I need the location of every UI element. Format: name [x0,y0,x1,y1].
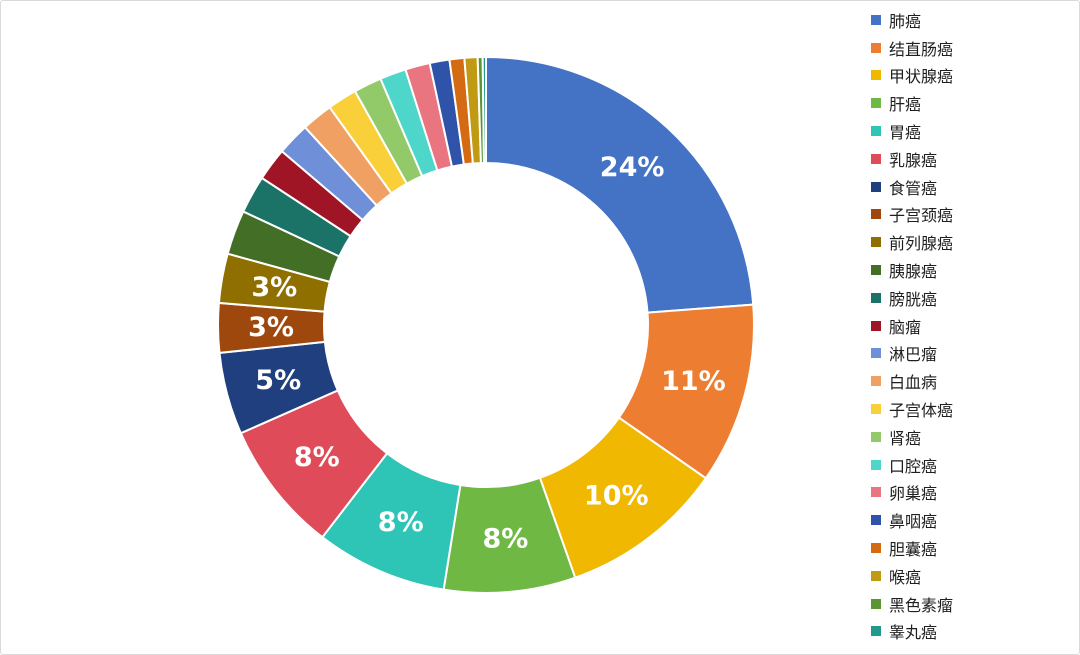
legend-item: 胆囊癌 [871,534,1071,562]
legend-label: 口腔癌 [889,456,938,476]
legend-swatch [871,181,881,192]
legend-label: 食管癌 [889,178,938,198]
slice-data-label: 8% [482,524,528,555]
legend-swatch [871,376,881,387]
legend-item: 鼻咽癌 [871,506,1071,534]
legend-label: 肝癌 [889,95,922,115]
legend-swatch [871,42,881,53]
legend-swatch [871,404,881,415]
legend-label: 甲状腺癌 [889,67,954,87]
legend-swatch [871,626,881,637]
legend-item: 肝癌 [871,89,1071,117]
slice-data-label: 3% [248,312,294,343]
legend-item: 肺癌 [871,6,1071,34]
slice-data-label: 3% [251,272,297,303]
legend-swatch [871,459,881,470]
legend-label: 胃癌 [889,123,922,143]
slice-data-label: 11% [661,366,726,397]
legend-swatch [871,543,881,554]
legend-swatch [871,570,881,581]
legend-item: 淋巴瘤 [871,340,1071,368]
legend: 肺癌结直肠癌甲状腺癌肝癌胃癌乳腺癌食管癌子宫颈癌前列腺癌胰腺癌膀胱癌脑瘤淋巴瘤白… [871,6,1071,645]
slice-data-label: 24% [600,152,665,183]
legend-item: 子宫颈癌 [871,201,1071,229]
legend-label: 卵巢癌 [889,484,938,504]
legend-item: 口腔癌 [871,451,1071,479]
legend-label: 膀胱癌 [889,289,938,309]
legend-item: 胰腺癌 [871,256,1071,284]
legend-swatch [871,126,881,137]
slice-data-label: 10% [584,481,649,512]
legend-item: 脑瘤 [871,312,1071,340]
legend-label: 前列腺癌 [889,234,954,254]
legend-label: 鼻咽癌 [889,512,938,532]
legend-swatch [871,70,881,81]
legend-swatch [871,237,881,248]
legend-item: 膀胱癌 [871,284,1071,312]
legend-swatch [871,14,881,25]
legend-label: 子宫颈癌 [889,206,954,226]
data-labels: 24% 11% 10% 8% 8% 8% 5% 3% 3% [248,152,726,555]
legend-label: 结直肠癌 [889,39,954,59]
legend-swatch [871,292,881,303]
slice-data-label: 5% [255,365,301,396]
legend-label: 乳腺癌 [889,150,938,170]
donut-slice [485,55,755,314]
legend-item: 卵巢癌 [871,479,1071,507]
legend-item: 甲状腺癌 [871,62,1071,90]
legend-label: 胰腺癌 [889,262,938,282]
legend-label: 肾癌 [889,428,922,448]
legend-label: 喉癌 [889,567,922,587]
legend-label: 白血病 [889,373,938,393]
legend-label: 脑瘤 [889,317,922,337]
legend-label: 淋巴瘤 [889,345,938,365]
legend-item: 前列腺癌 [871,228,1071,256]
legend-item: 白血病 [871,367,1071,395]
legend-swatch [871,98,881,109]
legend-label: 子宫体癌 [889,401,954,421]
legend-item: 乳腺癌 [871,145,1071,173]
legend-swatch [871,348,881,359]
legend-item: 结直肠癌 [871,34,1071,62]
legend-label: 胆囊癌 [889,540,938,560]
legend-swatch [871,598,881,609]
legend-swatch [871,209,881,220]
legend-swatch [871,153,881,164]
legend-label: 黑色素瘤 [889,595,954,615]
slice-data-label: 8% [378,507,424,538]
legend-swatch [871,265,881,276]
legend-item: 胃癌 [871,117,1071,145]
slice-data-label: 8% [294,442,340,473]
legend-swatch [871,320,881,331]
legend-item: 睾丸癌 [871,618,1071,646]
legend-item: 子宫体癌 [871,395,1071,423]
legend-swatch [871,515,881,526]
legend-swatch [871,487,881,498]
donut-slices [217,55,755,594]
legend-swatch [871,431,881,442]
legend-label: 睾丸癌 [889,623,938,643]
legend-item: 食管癌 [871,173,1071,201]
legend-item: 肾癌 [871,423,1071,451]
legend-label: 肺癌 [889,11,922,31]
donut-slice [481,55,487,165]
legend-item: 喉癌 [871,562,1071,590]
legend-item: 黑色素瘤 [871,590,1071,618]
